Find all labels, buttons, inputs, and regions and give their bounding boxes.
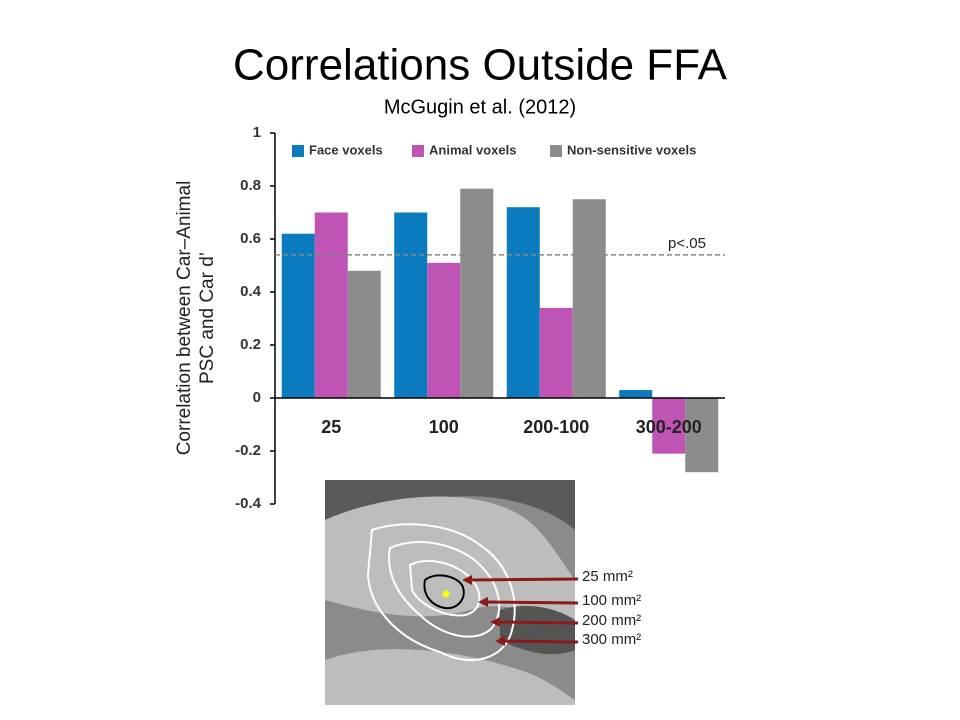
bar [460, 188, 494, 398]
y-tick-label: 0.2 [240, 336, 261, 353]
bar [572, 199, 606, 398]
bar [506, 207, 540, 398]
y-tick-label: -0.2 [235, 442, 261, 459]
figure-label: 300 mm² [582, 631, 641, 648]
legend-label: Animal voxels [429, 142, 516, 157]
figure-arrow [469, 577, 579, 582]
x-tick-label: 200-100 [523, 417, 589, 437]
peak-marker [441, 589, 451, 599]
contour [366, 523, 516, 662]
bar [394, 212, 428, 398]
contour [423, 574, 465, 610]
legend-label: Face voxels [309, 142, 383, 157]
bar [619, 390, 653, 398]
figure-arrow [485, 600, 579, 605]
x-tick-label: 25 [321, 417, 341, 437]
figure-arrowhead [462, 575, 472, 585]
bar [685, 398, 719, 473]
figure-arrowhead [495, 636, 505, 646]
y-axis-label-line: PSC and Car d’ [197, 252, 218, 384]
slide-title: Correlations Outside FFA [233, 41, 728, 90]
figure-arrow [502, 639, 579, 644]
light-region [325, 649, 575, 705]
contour [408, 560, 481, 617]
figure-label: 200 mm² [582, 612, 641, 629]
x-tick-label: 100 [429, 417, 459, 437]
figure-arrowhead [490, 617, 500, 627]
y-tick-label: 0.6 [240, 230, 261, 247]
light-region [325, 496, 575, 640]
chart: -0.4 -0.2 0 0.2 0.4 0.6 0.8 1 Correlation betwee… [174, 124, 725, 512]
y-tick-label: 0.8 [240, 177, 261, 194]
bar [652, 398, 686, 454]
bar [427, 262, 461, 398]
x-tick-label: 300-200 [636, 417, 702, 437]
figure-arrow [497, 620, 579, 625]
figure-label: 100 mm² [582, 592, 641, 609]
legend-swatch [550, 145, 562, 157]
bar [281, 233, 315, 398]
figure-arrowhead [478, 597, 488, 607]
legend-swatch [412, 145, 424, 157]
brain-figure: 25 mm² 100 mm² 200 mm² 300 mm² [325, 480, 641, 705]
legend-swatch [292, 145, 304, 157]
contour [388, 541, 501, 638]
slide-subtitle: McGugin et al. (2012) [384, 96, 576, 118]
bar [314, 212, 348, 398]
y-tick-label: 0 [253, 389, 261, 406]
y-tick-label: -0.4 [235, 495, 262, 512]
y-axis-label: Correlation between Car–Animal PSC and Ca… [174, 181, 218, 456]
y-tick-label: 1 [253, 124, 261, 141]
legend-label: Non-sensitive voxels [567, 142, 696, 157]
threshold-label: p<.05 [668, 235, 706, 252]
bar [539, 307, 573, 398]
bar [347, 270, 381, 398]
y-axis-label-line: Correlation between Car–Animal [174, 181, 195, 456]
y-tick-label: 0.4 [240, 283, 262, 300]
figure-label: 25 mm² [582, 568, 633, 585]
dark-region [325, 480, 575, 540]
